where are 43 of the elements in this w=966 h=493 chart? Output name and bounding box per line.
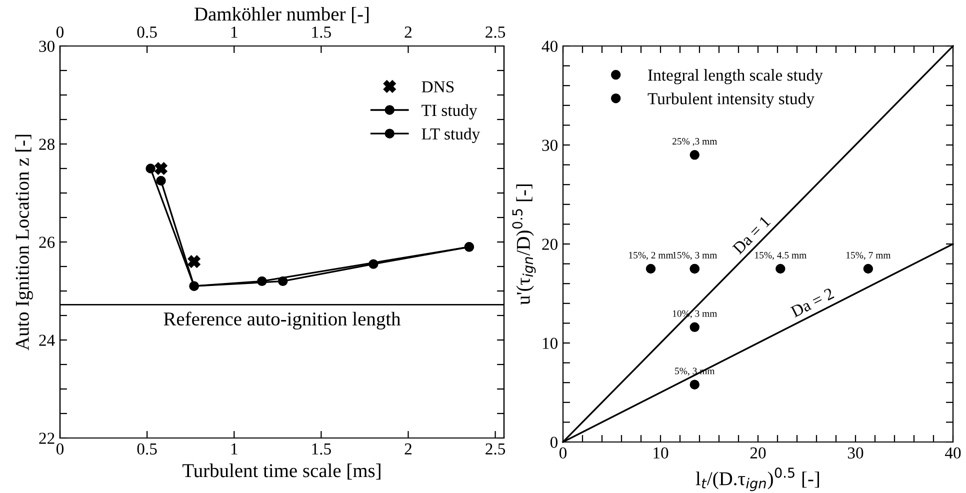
x-tick-label: 2.5 xyxy=(486,443,506,455)
data-label: 15%, 4.5 mm xyxy=(755,252,806,260)
data-label: 25% ,3 mm xyxy=(672,138,718,146)
x-tick-label: 0.5 xyxy=(137,443,157,455)
x-tick-label: 20 xyxy=(750,447,766,459)
y-tick-label: 10 xyxy=(542,338,558,349)
data-label: 15%, 2 mm xyxy=(629,252,674,260)
x-tick-label: 40 xyxy=(944,447,961,459)
y-tick-label: 40 xyxy=(542,40,558,52)
x2-tick-label: 1 xyxy=(231,26,238,38)
y-tick-label: 22 xyxy=(39,432,54,444)
x2-tick-label: 1.5 xyxy=(312,26,331,38)
x2-tick-label: 0.5 xyxy=(137,26,157,38)
y-tick-label: 24 xyxy=(39,334,55,346)
x2-axis-title: Damköhler number [-] xyxy=(194,6,369,24)
data-label: 15%, 7 mm xyxy=(846,252,891,260)
x-tick-label: 0 xyxy=(559,447,567,459)
ref-line-label: Reference auto-ignition length xyxy=(164,312,401,330)
legend-label: Turbulent intensity study xyxy=(648,92,814,108)
y-tick-label: 28 xyxy=(39,138,55,150)
x-tick-label: 1 xyxy=(231,443,238,454)
legend-label: Integral length scale study xyxy=(648,69,823,84)
y-axis-title: u'(τ$_{ign}$/D)$^{0.5}$ [-] xyxy=(512,184,536,305)
data-label: 15%, 3 mm xyxy=(672,252,718,260)
x-tick-label: 1.5 xyxy=(312,443,331,455)
y-tick-label: 26 xyxy=(39,236,55,248)
x-axis-title: Turbulent time scale [ms] xyxy=(182,464,380,480)
x-axis-title: l$_{t}$/(D.τ$_{ign}$)$^{0.5}$ [-] xyxy=(696,468,819,492)
y-tick-label: 30 xyxy=(542,140,558,151)
y-axis-title: Auto Ignition Location z [-] xyxy=(15,134,33,350)
x-tick-label: 30 xyxy=(848,447,864,459)
x2-tick-label: 2.5 xyxy=(486,26,506,38)
legend-label: DNS xyxy=(422,81,454,92)
annotation: Da = 2 xyxy=(790,288,834,318)
legend-label: TI study xyxy=(422,104,478,120)
x2-tick-label: 2 xyxy=(404,26,412,38)
x-tick-label: 2 xyxy=(404,443,412,454)
y-tick-label: 20 xyxy=(542,238,558,250)
legend-label: LT study xyxy=(422,128,480,144)
x-tick-label: 0 xyxy=(56,443,64,455)
x-tick-label: 10 xyxy=(654,447,668,459)
y-tick-label: 30 xyxy=(39,40,55,52)
x2-tick-label: 0 xyxy=(56,26,64,38)
